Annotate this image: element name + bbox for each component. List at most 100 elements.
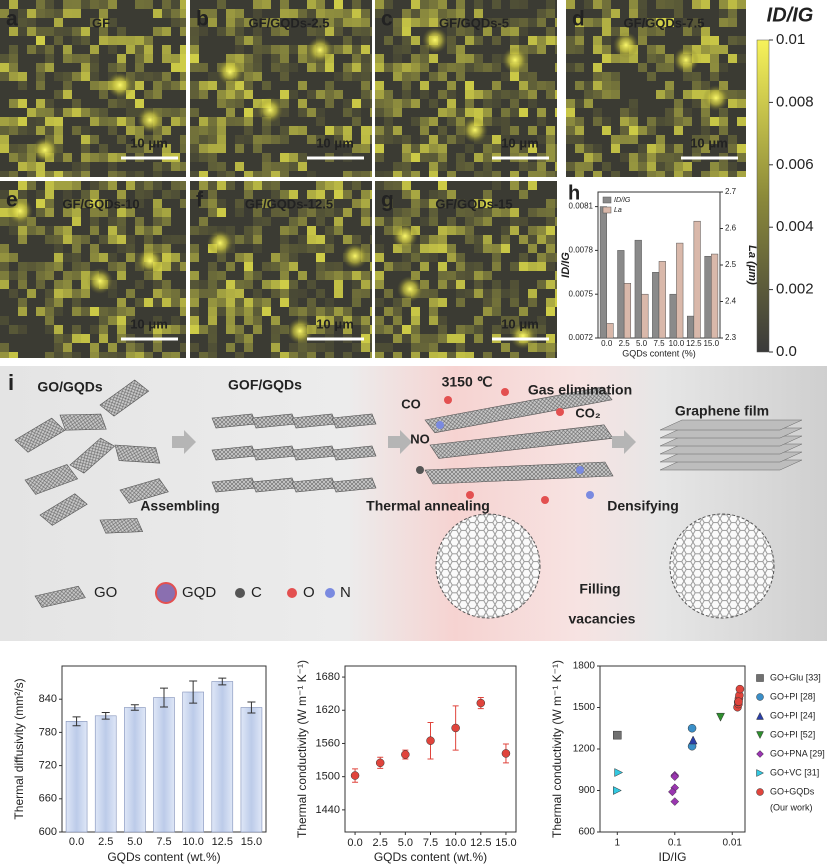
map-pixel	[375, 126, 384, 135]
map-pixel	[307, 298, 316, 307]
map-pixel	[370, 54, 372, 63]
map-pixel	[483, 307, 492, 316]
map-pixel	[90, 108, 99, 117]
map-pixel	[737, 0, 746, 9]
map-pixel	[144, 181, 153, 190]
map-pixel	[199, 181, 208, 190]
map-pixel	[235, 162, 244, 171]
map-pixel	[665, 81, 674, 90]
map-pixel	[429, 343, 438, 352]
map-pixel	[611, 135, 620, 144]
map-pixel	[420, 253, 429, 262]
map-pixel	[36, 36, 45, 45]
map-pixel	[528, 298, 537, 307]
map-pixel	[253, 271, 262, 280]
gas-molecule	[501, 388, 509, 396]
map-pixel	[63, 54, 72, 63]
map-pixel	[298, 208, 307, 217]
map-pixel	[665, 171, 674, 177]
map-pixel	[271, 18, 280, 27]
map-pixel	[343, 72, 352, 81]
map-pixel	[298, 244, 307, 253]
map-pixel	[510, 144, 519, 153]
map-pixel	[180, 235, 186, 244]
map-pixel	[90, 181, 99, 190]
map-pixel	[701, 117, 710, 126]
marker	[756, 769, 765, 777]
atom-icon	[325, 588, 335, 598]
y-tick-label: 0.0078	[569, 246, 594, 255]
map-pixel	[126, 144, 135, 153]
map-pixel	[190, 81, 199, 90]
map-pixel	[483, 144, 492, 153]
map-pixel	[253, 289, 262, 298]
map-pixel	[638, 9, 647, 18]
map-pixel	[18, 280, 27, 289]
map-pixel	[217, 144, 226, 153]
map-pixel	[135, 352, 144, 358]
map-pixel	[361, 334, 370, 343]
map-pixel	[0, 244, 9, 253]
map-pixel	[217, 181, 226, 190]
map-pixel	[153, 343, 162, 352]
map-pixel	[465, 217, 474, 226]
map-pixel	[611, 72, 620, 81]
map-pixel	[537, 208, 546, 217]
map-pixel	[674, 144, 683, 153]
map-pixel	[575, 162, 584, 171]
map-pixel	[411, 171, 420, 177]
map-pixel	[393, 135, 402, 144]
y-tick-label: 1560	[316, 737, 340, 749]
map-pixel	[370, 108, 372, 117]
map-pixel	[199, 280, 208, 289]
map-pixel	[208, 190, 217, 199]
map-pixel	[411, 253, 420, 262]
map-pixel	[629, 135, 638, 144]
map-pixel	[298, 343, 307, 352]
map-pixel	[253, 208, 262, 217]
map-pixel	[298, 99, 307, 108]
map-pixel	[352, 298, 361, 307]
map-pixel	[81, 0, 90, 9]
map-pixel	[420, 199, 429, 208]
map-pixel	[656, 18, 665, 27]
map-pixel	[501, 126, 510, 135]
map-pixel	[492, 63, 501, 72]
map-pixel	[728, 99, 737, 108]
map-pixel	[81, 135, 90, 144]
map-pixel	[36, 171, 45, 177]
map-pixel	[262, 307, 271, 316]
map-pixel	[171, 181, 180, 190]
map-pixel	[411, 0, 420, 9]
map-pixel	[593, 171, 602, 177]
map-pixel	[620, 117, 629, 126]
temperature-label: 3150 ℃	[442, 374, 493, 390]
map-pixel	[162, 190, 171, 199]
map-pixel	[72, 217, 81, 226]
map-pixel	[307, 226, 316, 235]
map-pixel	[325, 9, 334, 18]
map-pixel	[510, 72, 519, 81]
map-pixel	[208, 280, 217, 289]
map-pixel	[393, 208, 402, 217]
map-pixel	[244, 298, 253, 307]
map-pixel	[54, 298, 63, 307]
map-pixel	[235, 18, 244, 27]
map-pixel	[456, 153, 465, 162]
map-pixel	[411, 244, 420, 253]
map-pixel	[334, 217, 343, 226]
map-pixel	[674, 171, 683, 177]
map-pixel	[352, 18, 361, 27]
map-pixel	[298, 153, 307, 162]
map-pixel	[153, 171, 162, 177]
map-pixel	[566, 135, 575, 144]
map-pixel	[316, 117, 325, 126]
map-pixel	[411, 199, 420, 208]
map-pixel	[483, 99, 492, 108]
map-pixel	[180, 9, 186, 18]
map-pixel	[501, 72, 510, 81]
map-pixel	[208, 81, 217, 90]
map-pixel	[226, 262, 235, 271]
map-pixel	[352, 117, 361, 126]
map-pixel	[81, 27, 90, 36]
